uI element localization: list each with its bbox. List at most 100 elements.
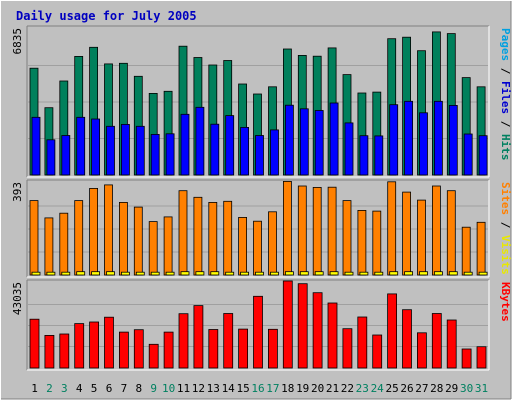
legend-part: / xyxy=(499,61,512,81)
bar-kbytes-day-19 xyxy=(297,283,308,369)
bar-visits-day-2 xyxy=(44,217,54,276)
x-tick-label-23: 23 xyxy=(356,382,369,395)
legend-part: / xyxy=(499,114,512,134)
bar-files-day-5 xyxy=(91,118,100,176)
x-tick-label-9: 9 xyxy=(150,382,157,395)
legend-sites-visits: Sites / Visits xyxy=(499,182,512,275)
x-tick-label-7: 7 xyxy=(121,382,128,395)
x-tick-label-13: 13 xyxy=(207,382,220,395)
bar-kbytes-day-11 xyxy=(178,313,189,369)
bar-sites-day-12 xyxy=(195,271,205,276)
bar-visits-day-9 xyxy=(148,221,158,276)
bar-visits-day-8 xyxy=(133,206,143,276)
x-tick-label-27: 27 xyxy=(415,382,428,395)
bar-kbytes-day-6 xyxy=(104,316,114,369)
bar-kbytes-day-31 xyxy=(476,346,487,369)
x-tick-label-31: 31 xyxy=(475,382,488,395)
bar-kbytes-day-12 xyxy=(193,305,204,369)
bar-files-day-26 xyxy=(404,100,414,176)
x-tick-label-2: 2 xyxy=(46,382,53,395)
bar-kbytes-day-28 xyxy=(431,313,442,369)
bar-visits-day-5 xyxy=(89,187,98,276)
bar-kbytes-day-10 xyxy=(163,331,174,369)
bar-sites-day-17 xyxy=(270,271,279,276)
bar-sites-day-21 xyxy=(329,271,339,276)
bar-sites-day-29 xyxy=(448,271,458,276)
bar-visits-day-25 xyxy=(387,181,397,276)
bar-files-day-22 xyxy=(344,122,354,176)
x-tick-label-24: 24 xyxy=(371,382,385,395)
bar-kbytes-day-1 xyxy=(29,318,40,369)
bar-visits-day-20 xyxy=(312,186,322,276)
bar-sites-day-2 xyxy=(46,271,56,276)
bar-files-day-12 xyxy=(195,106,205,176)
panel-sites-visits: 393 Sites / Visits xyxy=(11,179,512,278)
bar-kbytes-day-23 xyxy=(357,316,368,369)
bar-files-day-6 xyxy=(106,125,115,176)
x-tick-label-29: 29 xyxy=(445,382,458,395)
x-tick-label-26: 26 xyxy=(400,382,413,395)
bar-files-day-7 xyxy=(121,124,130,176)
bar-files-day-15 xyxy=(240,127,250,176)
bar-visits-day-28 xyxy=(431,185,441,276)
bar-visits-day-10 xyxy=(163,216,173,276)
bar-kbytes-day-5 xyxy=(89,321,99,369)
bar-files-day-3 xyxy=(61,135,71,176)
chart-panels: 6835 Pages / Files / Hits 393 Sites / Visit… xyxy=(11,25,512,371)
bar-files-day-1 xyxy=(31,116,41,176)
scale-label: 43035 xyxy=(11,282,24,315)
bar-files-day-30 xyxy=(463,133,473,176)
bar-sites-day-3 xyxy=(61,271,71,276)
bar-visits-day-19 xyxy=(297,185,307,276)
bar-kbytes-day-27 xyxy=(416,332,427,369)
x-tick-label-11: 11 xyxy=(177,382,190,395)
bar-visits-day-18 xyxy=(282,180,292,276)
x-tick-label-28: 28 xyxy=(430,382,443,395)
bar-files-day-13 xyxy=(210,123,220,176)
bar-sites-day-28 xyxy=(433,271,443,276)
bar-kbytes-day-17 xyxy=(267,328,278,369)
legend-part: Pages xyxy=(499,28,512,61)
bar-kbytes-day-13 xyxy=(208,329,219,369)
bar-sites-day-27 xyxy=(419,271,428,276)
bar-files-day-31 xyxy=(478,135,488,176)
bar-visits-day-27 xyxy=(417,199,426,276)
bar-sites-day-16 xyxy=(255,271,264,276)
bar-files-day-14 xyxy=(225,115,235,176)
bar-visits-day-22 xyxy=(342,200,352,276)
bar-visits-day-16 xyxy=(253,220,262,276)
x-tick-label-18: 18 xyxy=(281,382,294,395)
x-tick-label-14: 14 xyxy=(222,382,236,395)
bar-visits-day-4 xyxy=(74,200,84,276)
bar-sites-day-20 xyxy=(314,271,324,276)
bar-files-day-19 xyxy=(299,108,309,176)
bar-sites-day-26 xyxy=(404,271,414,276)
x-tick-label-19: 19 xyxy=(296,382,309,395)
bar-sites-day-13 xyxy=(210,271,220,276)
bar-visits-day-7 xyxy=(119,201,128,276)
legend-part: / xyxy=(499,215,512,235)
bar-kbytes-day-22 xyxy=(342,328,353,369)
bar-visits-day-11 xyxy=(178,190,188,276)
chart-title: Daily usage for July 2005 xyxy=(16,9,197,23)
bar-sites-day-24 xyxy=(374,271,384,276)
bar-files-day-18 xyxy=(284,104,294,176)
bar-sites-day-5 xyxy=(91,271,100,276)
bar-visits-day-24 xyxy=(372,210,382,276)
bar-kbytes-day-30 xyxy=(461,348,472,369)
bar-kbytes-day-8 xyxy=(133,329,144,369)
bar-kbytes-day-18 xyxy=(282,280,293,369)
bar-kbytes-day-26 xyxy=(402,309,412,369)
x-tick-label-17: 17 xyxy=(266,382,279,395)
bar-visits-day-21 xyxy=(327,186,337,276)
bar-files-day-8 xyxy=(135,125,145,176)
x-tick-label-5: 5 xyxy=(91,382,98,395)
legend-part: KBytes xyxy=(499,282,512,322)
bar-kbytes-day-24 xyxy=(372,334,383,369)
bar-sites-day-11 xyxy=(180,271,190,276)
bar-visits-day-29 xyxy=(446,190,456,276)
bar-visits-day-31 xyxy=(476,221,486,276)
bar-sites-day-19 xyxy=(299,271,309,276)
